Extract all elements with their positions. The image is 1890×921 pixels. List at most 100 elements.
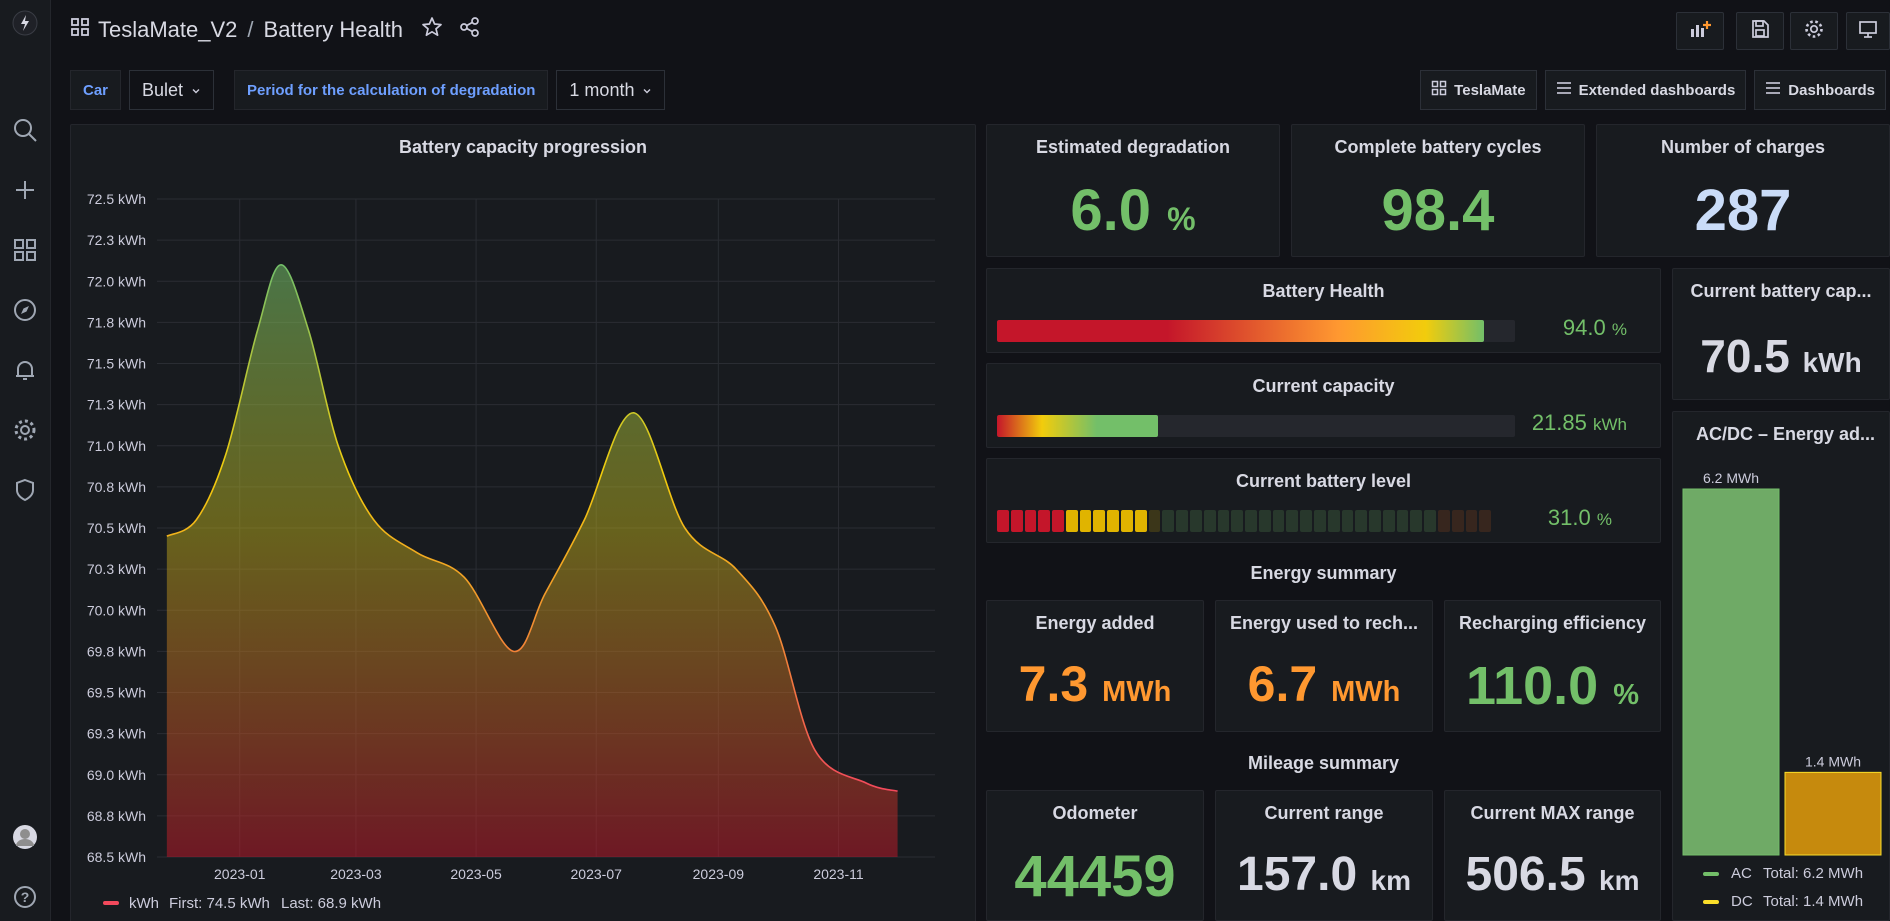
stat-value: 6.7 MWh [1216,655,1432,713]
battery-health-panel: Battery Health 94.0 % [986,268,1661,353]
panel-title: Energy used to rech... [1229,613,1419,633]
energy-added-panel: Energy added 7.3 MWh [986,600,1204,732]
lcd-cell [1038,510,1051,532]
plus-icon[interactable] [8,173,42,207]
panel-title: Estimated degradation [1035,137,1231,157]
lcd-cell [1438,510,1450,532]
view-mode-button[interactable] [1846,12,1890,50]
lcd-cell [997,510,1009,532]
gear-icon[interactable] [8,413,42,447]
current-range-panel: Current range 157.0 km [1215,790,1433,921]
bar-ac [1682,488,1780,856]
top-bar: TeslaMate_V2 / Battery Health [52,0,1890,60]
grafana-logo-icon[interactable] [8,6,42,40]
lcd-cell [1203,510,1216,532]
x-tick-label: 2023-03 [330,866,382,882]
current-capacity-bar-fill [997,415,1158,437]
legend-swatch [1703,872,1719,876]
stat-value: 44459 [1014,844,1176,909]
acdc-bar-chart: 6.2 MWh 1.4 MWh AC Total: 6.2 MWh DC Total: 1… [1682,470,1882,910]
star-icon[interactable] [421,16,443,44]
lcd-cell [1258,510,1271,532]
lcd-cell [1410,510,1423,532]
legend-swatch [103,901,119,905]
stat-unit: % [1613,679,1639,711]
y-tick-label: 72.5 kWh [87,191,146,207]
lcd-cell [1313,510,1326,532]
lcd-cell [1010,510,1023,532]
y-tick-label: 70.3 kWh [87,561,146,577]
breadcrumb-folder[interactable]: TeslaMate_V2 [98,17,238,42]
current-capacity-value: 21.85 kWh [1517,410,1627,436]
chevron-down-icon [191,80,201,101]
y-tick-label: 68.5 kWh [87,849,146,865]
stat-number: 7.3 [1018,656,1089,712]
dashboards-icon[interactable] [8,233,42,267]
link-label: Dashboards [1788,81,1875,99]
breadcrumb-separator: / [247,17,254,42]
max-range-panel: Current MAX range 506.5 km [1444,790,1661,921]
y-tick-label: 71.3 kWh [87,397,146,413]
panel-title: Complete battery cycles [1334,137,1542,157]
lcd-cell [1355,510,1368,532]
lcd-cell [1024,510,1037,532]
y-tick-label: 70.0 kWh [87,602,146,618]
search-icon[interactable] [8,113,42,147]
x-tick-label: 2023-05 [450,866,502,882]
panel-title: Battery Health [1262,281,1385,301]
gear-icon [1803,18,1825,45]
variable-label-period: Period for the calculation of degradatio… [234,70,549,110]
lcd-cell [1217,510,1230,532]
breadcrumb: TeslaMate_V2 / Battery Health [70,14,481,46]
x-tick-label: 2023-11 [813,866,864,882]
energy-summary-row-title[interactable]: Energy summary [1250,563,1397,583]
legend-series-name: kWh [129,895,159,912]
page-title[interactable]: Battery Health [263,17,403,42]
y-tick-label: 69.3 kWh [87,726,146,742]
bars-icon [1765,81,1781,99]
gauge-unit: % [1611,320,1627,339]
stat-value: 287 [1694,178,1792,243]
gauge-number: 21.85 [1531,410,1587,435]
variable-select-car[interactable]: Bulet [129,70,215,110]
variable-select-period[interactable]: 1 month [556,70,666,110]
lcd-cell [1134,510,1147,532]
battery-health-bar [997,320,1515,342]
panel-title: Recharging efficiency [1458,613,1647,633]
dashboard-settings-button[interactable] [1790,12,1838,50]
side-menu: ? [0,0,51,921]
lcd-cell [1052,510,1064,532]
lcd-cell [1382,510,1395,532]
compass-icon[interactable] [8,293,42,327]
stat-number: 6.7 [1247,656,1318,712]
share-icon[interactable] [459,16,481,44]
legend-total: Total: 1.4 MWh [1763,893,1863,910]
x-tick-label: 2023-01 [214,866,266,882]
link-dashboards[interactable]: Dashboards [1754,70,1886,110]
help-icon[interactable]: ? [8,880,42,914]
add-panel-button[interactable] [1676,12,1724,50]
mileage-summary-row-title[interactable]: Mileage summary [1247,753,1400,773]
stat-value: 6.0 % [987,177,1279,244]
battery-level-value: 31.0 % [1517,505,1612,531]
avatar[interactable] [8,820,42,854]
battery-health-value: 94.0 % [1527,315,1627,341]
lcd-cell [1079,510,1092,532]
stat-unit: MWh [1331,676,1401,708]
y-tick-label: 71.5 kWh [87,356,146,372]
lcd-cell [1341,510,1354,532]
lcd-cell [1162,510,1175,532]
link-extended-dashboards[interactable]: Extended dashboards [1544,70,1747,110]
lcd-cell [1300,510,1312,532]
panel-title: Odometer [1052,803,1138,823]
link-label: TeslaMate [1454,81,1526,99]
stat-value: 157.0 km [1216,847,1432,902]
lcd-cell [1176,510,1188,532]
link-teslamate[interactable]: TeslaMate [1420,70,1537,110]
y-tick-label: 69.0 kWh [87,767,146,783]
lcd-cell [1148,510,1161,532]
save-dashboard-button[interactable] [1736,12,1784,50]
lcd-cell [1107,510,1120,532]
bell-icon[interactable] [8,353,42,387]
shield-icon[interactable] [8,473,42,507]
